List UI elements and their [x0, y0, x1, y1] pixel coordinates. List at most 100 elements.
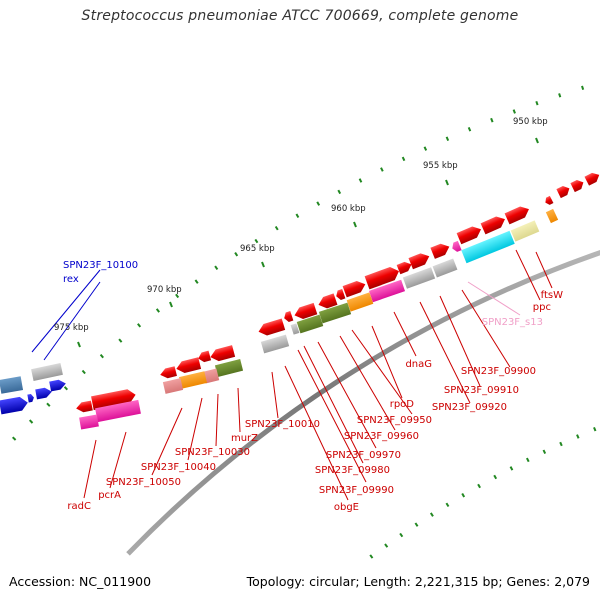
outer-scale-tick: [99, 353, 104, 359]
outer-scale-tick: [401, 156, 406, 162]
outer-scale-tick: [423, 146, 428, 151]
leader-line: [351, 329, 413, 415]
gene-label: rex: [63, 274, 79, 285]
major-scale-tick: [169, 301, 173, 308]
scale-label: 965 kbp: [240, 244, 275, 254]
inner-scale-tick: [414, 522, 419, 527]
scale-label: 950 kbp: [513, 117, 548, 127]
leader-line: [339, 335, 396, 431]
leader-line: [393, 311, 417, 357]
inner-scale-tick: [384, 543, 389, 548]
gene-label: rpoD: [390, 399, 415, 410]
gene-label: SPN23F_09950: [357, 415, 432, 426]
outer-scale-tick: [234, 252, 239, 257]
gene-feature: [368, 279, 406, 303]
gene-feature: [214, 359, 244, 377]
outer-scale-tick: [155, 308, 160, 313]
gene-label: SPN23F_s13: [482, 317, 543, 328]
gene-feature: [570, 179, 584, 193]
outer-scale-tick: [358, 178, 363, 183]
outer-scale-tick: [316, 201, 321, 206]
leader-line: [461, 289, 511, 368]
leader-line: [467, 281, 521, 316]
scale-label: 970 kbp: [147, 285, 182, 295]
gene-label: SPN23F_10040: [141, 462, 216, 473]
leader-line: [317, 341, 377, 449]
gene-feature: [178, 371, 208, 389]
outer-scale-tick: [137, 323, 142, 328]
gene-feature: [296, 314, 324, 334]
inner-scale-tick: [461, 493, 466, 498]
gene-label: pcrA: [98, 490, 121, 501]
label-leader-lines: [31, 249, 553, 501]
gene-feature: [402, 267, 436, 289]
gene-label: dnaG: [405, 359, 432, 370]
gene-feature: [27, 393, 34, 403]
outer-scale-tick: [380, 167, 384, 172]
leader-line: [187, 397, 203, 461]
inner-scale-tick: [493, 474, 498, 480]
inner-scale-tick: [593, 427, 597, 432]
gene-features: [0, 172, 600, 430]
gene-feature: [198, 350, 212, 363]
map-title: Streptococcus pneumoniae ATCC 700669, co…: [81, 8, 519, 24]
leader-line: [237, 387, 241, 433]
gene-feature: [584, 172, 600, 186]
gene-feature: [294, 302, 318, 319]
gene-label: SPN23F_10030: [175, 447, 250, 458]
outer-scale-tick: [337, 189, 342, 195]
gene-label: SPN23F_09900: [461, 366, 536, 377]
leader-line: [151, 407, 183, 476]
gene-label: SPN23F_10050: [106, 477, 181, 488]
outer-scale-tick: [12, 436, 17, 441]
inner-scale-tick: [369, 554, 374, 559]
inner-scale-tick: [509, 466, 514, 471]
inner-scale-tick: [559, 441, 563, 447]
gene-feature: [318, 293, 338, 309]
leader-line: [439, 295, 481, 387]
gene-feature: [456, 226, 482, 245]
outer-scale-tick: [490, 117, 494, 123]
leader-line: [43, 281, 101, 361]
scale-label: 975 kbp: [54, 323, 89, 333]
scale-ring-ticks: [12, 85, 597, 559]
gene-feature: [430, 243, 450, 259]
gene-label: ppc: [533, 302, 551, 313]
outer-scale-tick: [28, 419, 34, 424]
major-scale-tick: [445, 179, 449, 186]
gene-label: SPN23F_10100: [63, 260, 138, 271]
leader-line: [297, 349, 367, 483]
gene-label: radC: [67, 501, 91, 512]
outer-scale-tick: [535, 100, 539, 106]
leader-line: [535, 251, 553, 289]
outer-scale-tick: [254, 238, 259, 244]
outer-scale-tick: [445, 136, 450, 141]
gene-feature: [284, 311, 294, 323]
gene-feature: [432, 258, 458, 278]
gene-feature: [76, 400, 93, 413]
gene-feature: [336, 288, 346, 300]
genome-backbone: [126, 250, 600, 556]
gene-feature: [162, 378, 184, 394]
gene-feature: [258, 318, 286, 336]
scale-label: 960 kbp: [331, 204, 366, 214]
inner-scale-tick: [477, 483, 481, 489]
leader-line: [109, 431, 127, 489]
outer-scale-tick: [63, 386, 69, 391]
outer-scale-tick: [81, 369, 86, 375]
gene-feature: [202, 368, 220, 384]
gene-feature: [461, 230, 515, 264]
gene-label: SPN23F_09970: [326, 450, 401, 461]
gene-feature: [176, 357, 202, 374]
leader-line: [83, 439, 97, 499]
outer-scale-tick: [118, 338, 123, 343]
outer-scale-tick: [295, 213, 300, 218]
gene-feature: [95, 399, 141, 423]
leader-line: [284, 365, 349, 501]
gene-feature: [290, 323, 300, 335]
leader-line: [31, 269, 101, 353]
leader-line: [515, 249, 541, 301]
gene-feature: [408, 253, 430, 270]
leader-line: [271, 371, 279, 419]
